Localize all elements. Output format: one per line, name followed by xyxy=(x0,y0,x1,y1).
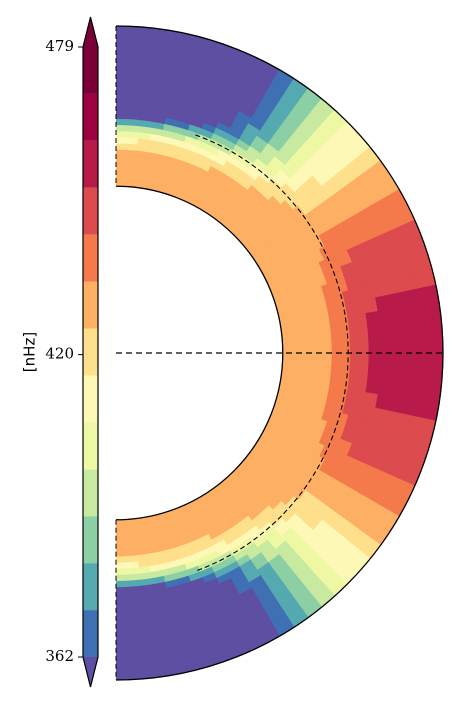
colorbar-tick-label: 420 xyxy=(45,345,74,363)
colorbar-band xyxy=(83,47,98,94)
colorbar-band xyxy=(83,93,98,141)
meridional-domain xyxy=(115,25,444,681)
colorbar-units-label: [nHz] xyxy=(21,332,39,372)
colorbar-tick-label: 479 xyxy=(45,37,74,55)
colorbar-extend-min xyxy=(83,657,98,687)
colorbar-tick-label: 362 xyxy=(45,647,74,665)
outer-boundary xyxy=(115,25,444,681)
inner-boundary xyxy=(115,185,284,521)
colorbar-bands xyxy=(83,17,98,687)
colorbar-ticks: 479 420 362 xyxy=(45,37,83,665)
colorbar-band xyxy=(83,140,98,188)
heatmap-cell xyxy=(435,352,443,371)
colorbar-extend-max xyxy=(83,17,98,47)
colorbar-band xyxy=(83,610,98,657)
heatmap-cell xyxy=(116,672,134,680)
colorbar-band xyxy=(83,469,98,517)
colorbar-band xyxy=(83,281,98,329)
heatmap-cell xyxy=(435,335,443,354)
colorbar-band xyxy=(83,516,98,564)
heatmap-cell xyxy=(116,26,134,34)
colorbar-band xyxy=(83,563,98,611)
colorbar-band xyxy=(83,187,98,235)
colorbar-band xyxy=(83,234,98,282)
colorbar-band xyxy=(83,328,98,376)
colorbar-band xyxy=(83,422,98,470)
colorbar: 479 420 362 [nHz] xyxy=(21,16,99,688)
colorbar-band xyxy=(83,375,98,423)
